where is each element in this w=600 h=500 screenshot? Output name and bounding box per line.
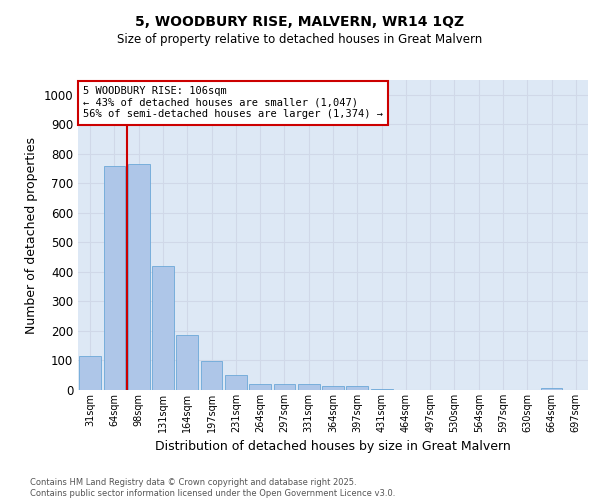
Text: Size of property relative to detached houses in Great Malvern: Size of property relative to detached ho… bbox=[118, 32, 482, 46]
Bar bbox=[322, 386, 344, 390]
Bar bbox=[298, 384, 320, 390]
Bar bbox=[371, 389, 392, 390]
Bar bbox=[541, 388, 562, 390]
Bar bbox=[249, 384, 271, 390]
Bar bbox=[225, 375, 247, 390]
Y-axis label: Number of detached properties: Number of detached properties bbox=[25, 136, 38, 334]
Bar bbox=[79, 356, 101, 390]
Bar bbox=[274, 384, 295, 390]
Text: Contains HM Land Registry data © Crown copyright and database right 2025.
Contai: Contains HM Land Registry data © Crown c… bbox=[30, 478, 395, 498]
Bar bbox=[176, 336, 198, 390]
Bar bbox=[200, 362, 223, 390]
Bar bbox=[346, 386, 368, 390]
Text: 5 WOODBURY RISE: 106sqm
← 43% of detached houses are smaller (1,047)
56% of semi: 5 WOODBURY RISE: 106sqm ← 43% of detache… bbox=[83, 86, 383, 120]
Bar bbox=[104, 166, 125, 390]
Bar bbox=[152, 266, 174, 390]
Text: 5, WOODBURY RISE, MALVERN, WR14 1QZ: 5, WOODBURY RISE, MALVERN, WR14 1QZ bbox=[136, 15, 464, 29]
Bar bbox=[128, 164, 149, 390]
X-axis label: Distribution of detached houses by size in Great Malvern: Distribution of detached houses by size … bbox=[155, 440, 511, 454]
